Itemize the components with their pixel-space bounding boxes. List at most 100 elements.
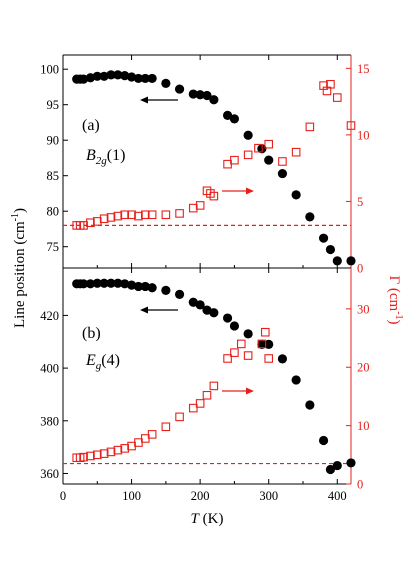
y-right-tick-label: 0 <box>357 262 363 276</box>
y-right-tick-label: 30 <box>357 302 370 316</box>
data-point-linewidth <box>254 143 263 153</box>
data-point-line-position <box>188 89 198 99</box>
y-right-tick-label: 0 <box>357 478 363 492</box>
data-point-line-position <box>140 281 150 292</box>
panel-label-a: (a) <box>82 117 100 134</box>
y-left-tick-label: 380 <box>40 414 59 428</box>
data-point-line-position <box>332 460 342 471</box>
data-point-linewidth <box>161 210 171 220</box>
arrow-to-right-axis-head <box>246 187 254 195</box>
data-point-linewidth <box>305 122 315 132</box>
data-point-line-position <box>229 321 240 331</box>
data-point-line-position <box>99 71 109 81</box>
mode-label-b: Eg(4) <box>85 352 120 372</box>
y-left-tick-label: 420 <box>40 309 59 323</box>
data-point-line-position <box>92 278 102 288</box>
y-left-tick-label: 360 <box>40 467 59 481</box>
data-point-linewidth <box>175 412 184 422</box>
data-point-linewidth <box>326 79 335 89</box>
data-point-line-position <box>291 375 301 385</box>
data-point-linewidth <box>79 221 88 230</box>
data-point-linewidth <box>278 157 287 166</box>
data-point-linewidth <box>120 444 130 453</box>
data-point-line-position <box>277 354 288 364</box>
data-point-linewidth <box>188 403 198 413</box>
data-point-line-position <box>133 281 144 292</box>
data-point-linewidth <box>230 155 239 165</box>
data-point-line-position <box>126 72 137 82</box>
data-point-line-position <box>222 313 233 323</box>
data-point-line-position <box>133 73 144 84</box>
data-point-linewidth <box>147 210 157 220</box>
data-point-linewidth <box>223 354 232 363</box>
data-point-linewidth <box>188 203 198 213</box>
data-point-linewidth <box>202 390 212 400</box>
data-point-line-position <box>277 168 288 179</box>
data-point-linewidth <box>236 339 246 349</box>
data-point-line-position <box>257 339 267 349</box>
data-point-line-position <box>209 95 219 105</box>
data-point-linewidth <box>291 147 301 157</box>
data-point-linewidth <box>195 201 205 210</box>
data-point-line-position <box>229 114 240 124</box>
data-point-line-position <box>325 464 336 475</box>
data-point-linewidth <box>209 381 219 391</box>
data-point-linewidth <box>99 214 109 224</box>
data-point-linewidth <box>209 191 219 201</box>
data-point-line-position <box>305 212 315 222</box>
data-point-line-position <box>78 74 89 84</box>
data-point-linewidth <box>120 210 130 220</box>
y-right-axis-label: Γ (cm-1) <box>386 275 404 324</box>
data-point-line-position <box>222 110 233 120</box>
arrow-to-left-axis-head <box>140 96 148 104</box>
y-right-tick-label: 15 <box>357 62 370 76</box>
panel-label-b: (b) <box>82 325 101 342</box>
data-point-line-position <box>78 279 89 289</box>
data-point-line-position <box>174 289 185 299</box>
data-point-line-position <box>140 73 150 84</box>
data-point-line-position <box>113 278 123 288</box>
data-point-line-position <box>291 190 301 200</box>
y-left-tick-label: 100 <box>40 63 59 77</box>
data-point-linewidth <box>243 351 253 360</box>
data-point-linewidth <box>106 213 116 222</box>
data-point-linewidth <box>175 209 184 218</box>
data-point-line-position <box>85 279 96 289</box>
data-point-linewidth <box>147 430 157 439</box>
data-point-linewidth <box>113 211 123 221</box>
data-point-line-position <box>92 71 102 81</box>
mode-label-a: B2g(1) <box>86 147 125 167</box>
data-point-linewidth <box>195 399 205 408</box>
panel-a: 75 80 85 90 95 100 0 5 10 15 (a) B2g(1) <box>40 54 370 276</box>
data-point-linewidth <box>257 339 267 349</box>
data-point-line-position <box>195 90 205 100</box>
panel-b: 360 380 400 420 0 10 20 30 (b) Eg(4) <box>40 267 370 492</box>
data-point-line-position <box>346 256 356 266</box>
data-point-linewidth <box>127 210 136 220</box>
x-tick-label: 300 <box>259 489 278 503</box>
y-left-tick-label: 85 <box>47 169 60 183</box>
y-left-tick-label: 80 <box>47 205 60 219</box>
y-left-tick-label: 90 <box>47 134 60 148</box>
y-left-tick-label: 400 <box>40 362 59 376</box>
data-point-linewidth <box>260 327 270 337</box>
data-point-line-position <box>161 285 171 295</box>
data-point-linewidth <box>92 217 102 226</box>
data-point-line-position <box>147 73 157 84</box>
data-point-line-position <box>325 244 336 255</box>
y-right-tick-label: 10 <box>357 128 370 142</box>
data-point-linewidth <box>264 139 274 149</box>
data-point-line-position <box>161 78 171 88</box>
data-point-line-position <box>195 300 205 310</box>
data-point-linewidth <box>243 150 253 160</box>
data-point-linewidth <box>230 348 239 357</box>
data-point-linewidth <box>264 354 274 363</box>
data-point-linewidth <box>92 450 102 460</box>
data-point-linewidth <box>113 445 123 455</box>
data-point-linewidth <box>161 422 171 432</box>
data-point-line-position <box>113 70 123 80</box>
data-point-line-position <box>243 329 253 339</box>
y-left-tick-label: 95 <box>47 98 60 112</box>
